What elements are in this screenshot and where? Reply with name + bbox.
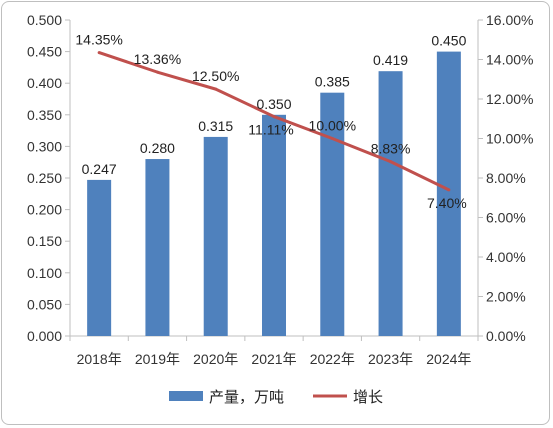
x-tick-label: 2022年 [310,351,355,367]
y-left-tick-label: 0.450 [27,44,62,60]
line-data-label: 13.36% [134,51,181,67]
line-point [155,70,159,74]
bar-data-label: 0.247 [82,161,117,177]
line-data-label: 12.50% [192,68,239,84]
line-series [97,51,451,192]
y-left-tick-label: 0.400 [27,75,62,91]
y-right-tick-label: 10.00% [486,131,533,147]
y-right-tick-label: 14.00% [486,52,533,68]
line-point [97,51,101,55]
data-labels: 0.247 0.280 0.315 0.350 0.385 0.419 0.450 14.35… [75,32,466,211]
x-tick-label: 2024年 [426,351,471,367]
line-point [214,87,218,91]
line-data-label: 10.00% [309,118,356,134]
legend: 产量，万吨 增长 [169,389,383,406]
legend-bar-label: 产量，万吨 [209,389,284,406]
y-right-tick-label: 0.00% [486,328,526,344]
y-left-tick-label: 0.300 [27,138,62,154]
bar-series [87,51,461,337]
bar [203,136,228,336]
line-point [272,115,276,119]
x-tick-label: 2018年 [77,351,122,367]
axes: 0.000 0.050 0.100 0.150 0.200 0.250 0.300 0.350… [27,12,534,367]
bar-data-label: 0.450 [431,33,466,49]
y-left-tick-label: 0.200 [27,202,62,218]
y-right-tick-label: 6.00% [486,210,526,226]
x-tick-label: 2019年 [135,351,180,367]
bar [145,159,170,336]
x-tick-label: 2023年 [368,351,413,367]
bar [87,179,112,336]
bar-data-label: 0.280 [140,140,175,156]
bar-data-label: 0.315 [198,118,233,134]
bar [378,71,403,336]
bar [320,92,345,337]
y-left-tick-label: 0.100 [27,265,62,281]
bar-data-label: 0.350 [256,96,291,112]
y-right-tick-label: 2.00% [486,289,526,305]
y-left-tick-label: 0.000 [27,328,62,344]
line-point [447,188,451,192]
line-point [330,137,334,140]
bar [262,114,286,336]
line-data-label: 14.35% [75,32,122,48]
y-left-tick-label: 0.250 [27,170,62,186]
y-left-tick-label: 0.050 [27,296,62,312]
y-left-tick-label: 0.350 [27,107,62,123]
line-data-label: 11.11% [248,122,293,138]
line-point [389,160,393,164]
line-data-label: 7.40% [427,195,467,211]
bar [436,51,461,336]
y-left-tick-label: 0.150 [27,233,62,249]
legend-line-label: 增长 [353,389,383,406]
legend-bar-swatch [169,391,203,401]
y-left-tick-label: 0.500 [27,12,62,28]
line-data-label: 8.83% [371,141,411,157]
x-tick-label: 2020年 [193,351,238,367]
y-right-tick-label: 8.00% [486,170,526,186]
x-tick-label: 2021年 [251,351,296,367]
bar-data-label: 0.419 [373,52,408,68]
y-right-tick-label: 16.00% [486,12,533,28]
y-right-tick-label: 4.00% [486,249,526,265]
y-right-tick-label: 12.00% [486,91,533,107]
bar-data-label: 0.385 [315,74,350,90]
